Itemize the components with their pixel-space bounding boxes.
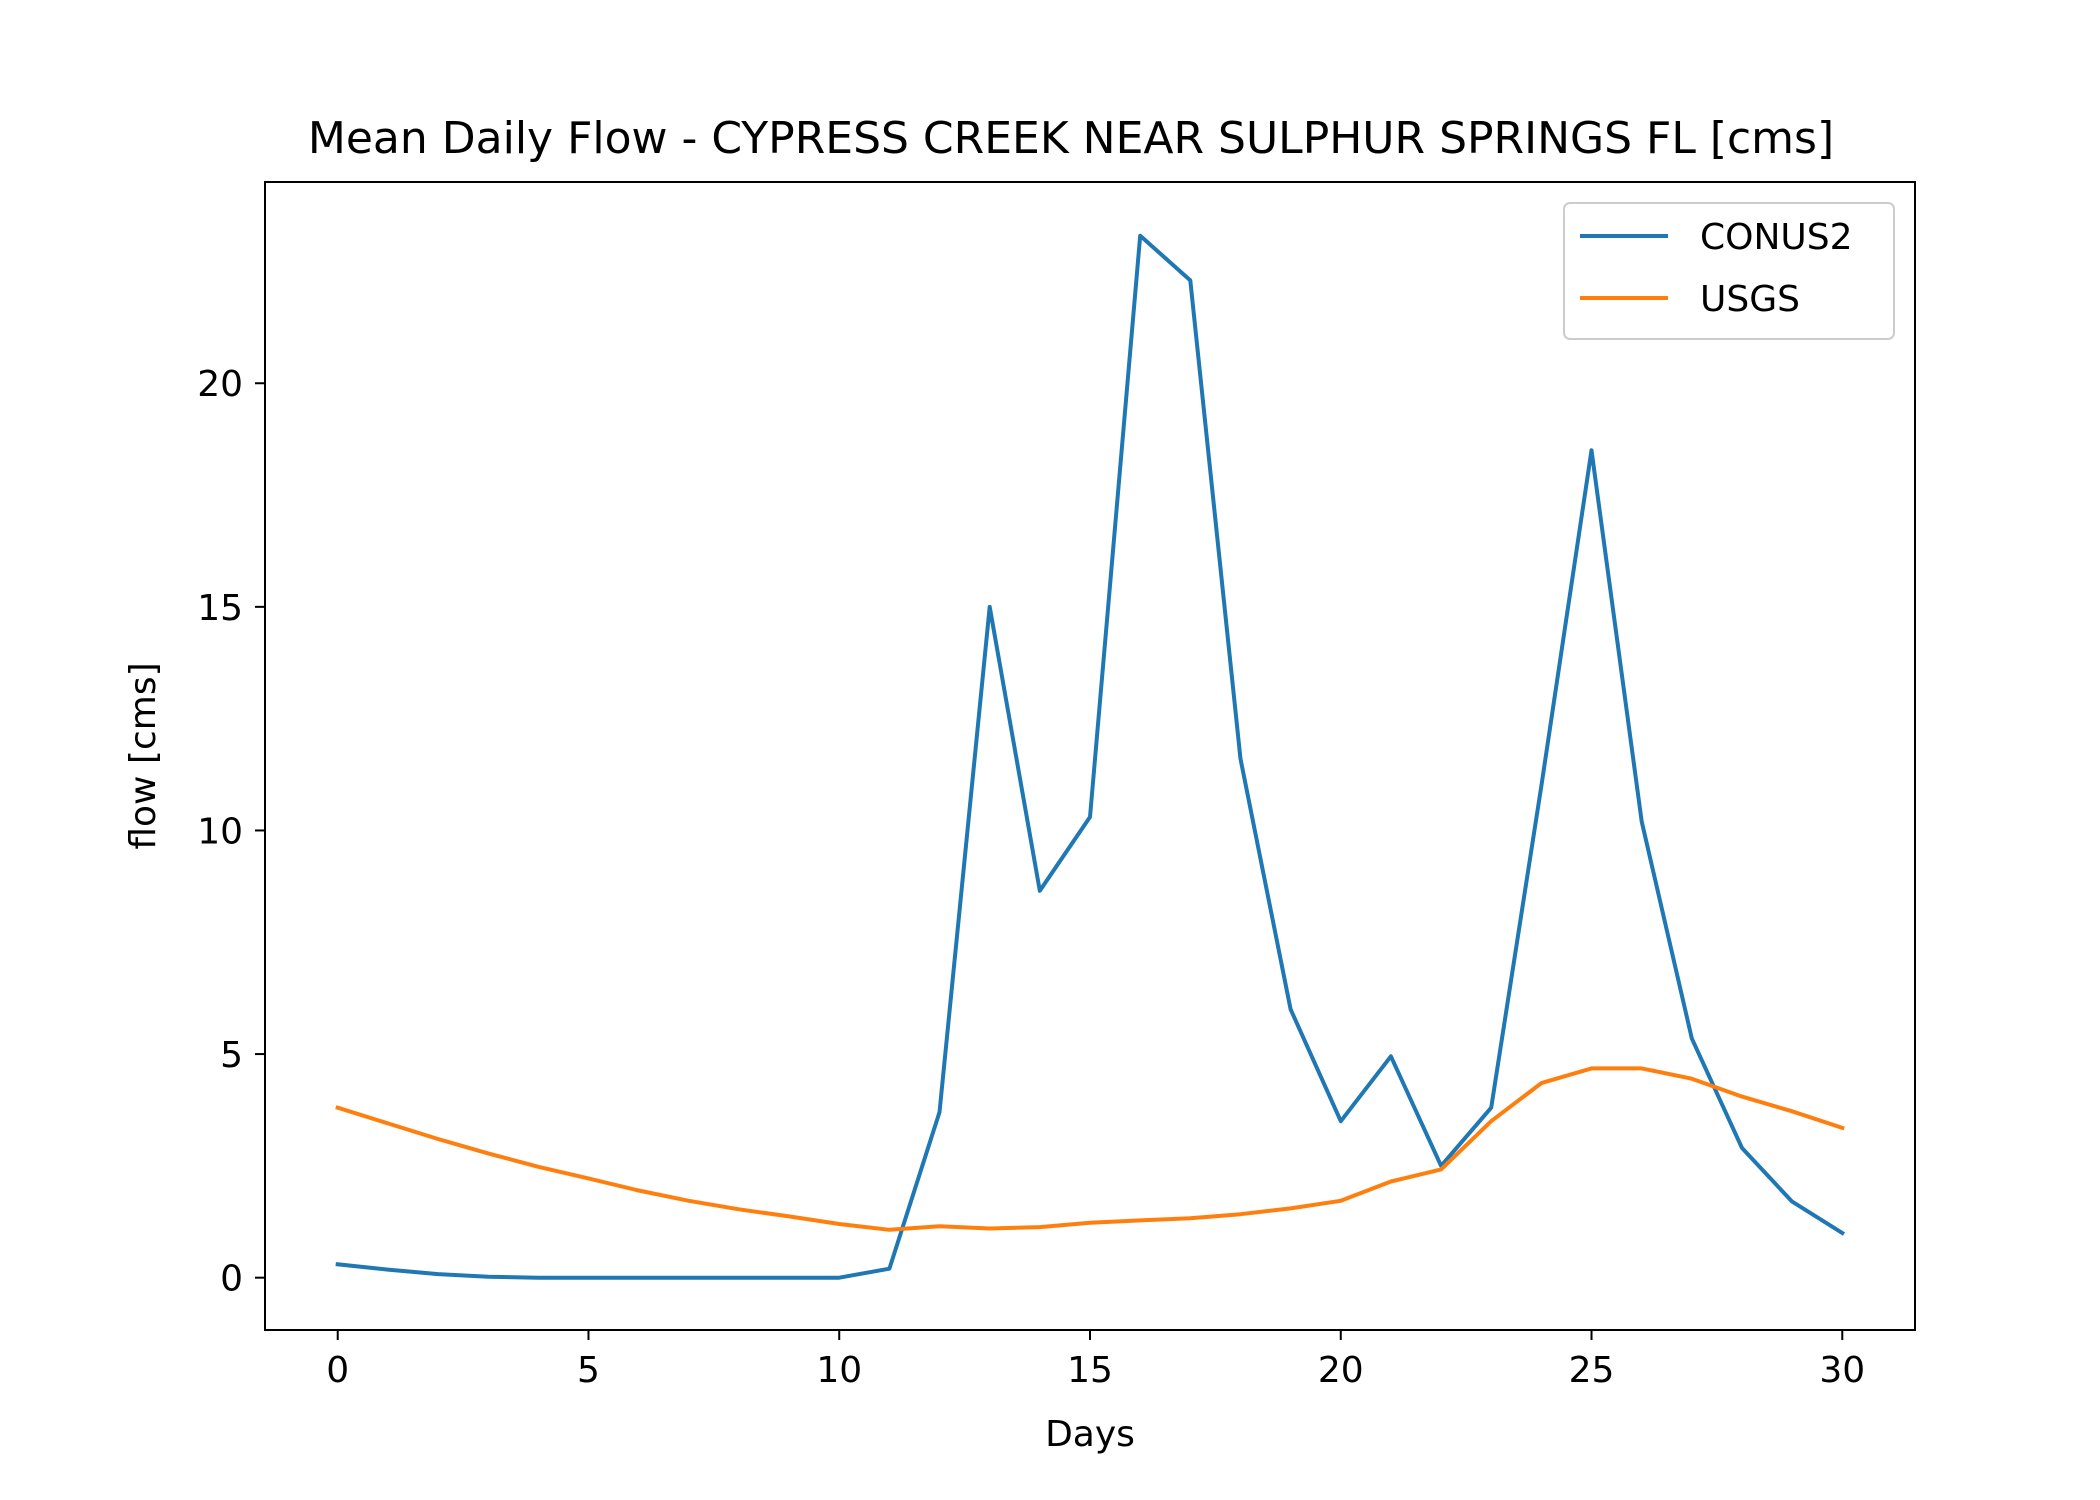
series-layer — [335, 233, 1846, 1280]
y-tick-label: 20 — [197, 364, 243, 405]
y-tick-label: 10 — [197, 811, 243, 852]
legend-label-usgs: USGS — [1700, 279, 1800, 320]
chart-title: Mean Daily Flow - CYPRESS CREEK NEAR SUL… — [308, 113, 1834, 164]
x-tick-label: 0 — [326, 1350, 349, 1391]
x-tick-label: 30 — [1819, 1350, 1865, 1391]
x-tick-label: 10 — [816, 1350, 862, 1391]
y-tick-label: 15 — [197, 588, 243, 629]
y-tick-label: 5 — [220, 1035, 243, 1076]
legend-label-conus2: CONUS2 — [1700, 217, 1853, 258]
x-axis: 0 5 10 15 20 25 30 — [326, 1330, 1865, 1391]
x-tick-label: 20 — [1318, 1350, 1364, 1391]
x-tick-label: 15 — [1067, 1350, 1113, 1391]
series-line-conus2 — [335, 233, 1846, 1280]
y-axis-label: flow [cms] — [123, 662, 164, 849]
plot-frame — [264, 181, 1916, 1331]
plot-area — [265, 182, 1915, 1330]
legend: CONUS2 USGS — [1563, 202, 1895, 340]
series-line-usgs — [335, 1066, 1845, 1232]
y-tick-label: 0 — [220, 1259, 243, 1300]
x-axis-label: Days — [1045, 1414, 1135, 1455]
x-tick-label: 5 — [577, 1350, 600, 1391]
y-axis: 0 5 10 15 20 — [197, 364, 265, 1300]
x-tick-label: 25 — [1569, 1350, 1615, 1391]
